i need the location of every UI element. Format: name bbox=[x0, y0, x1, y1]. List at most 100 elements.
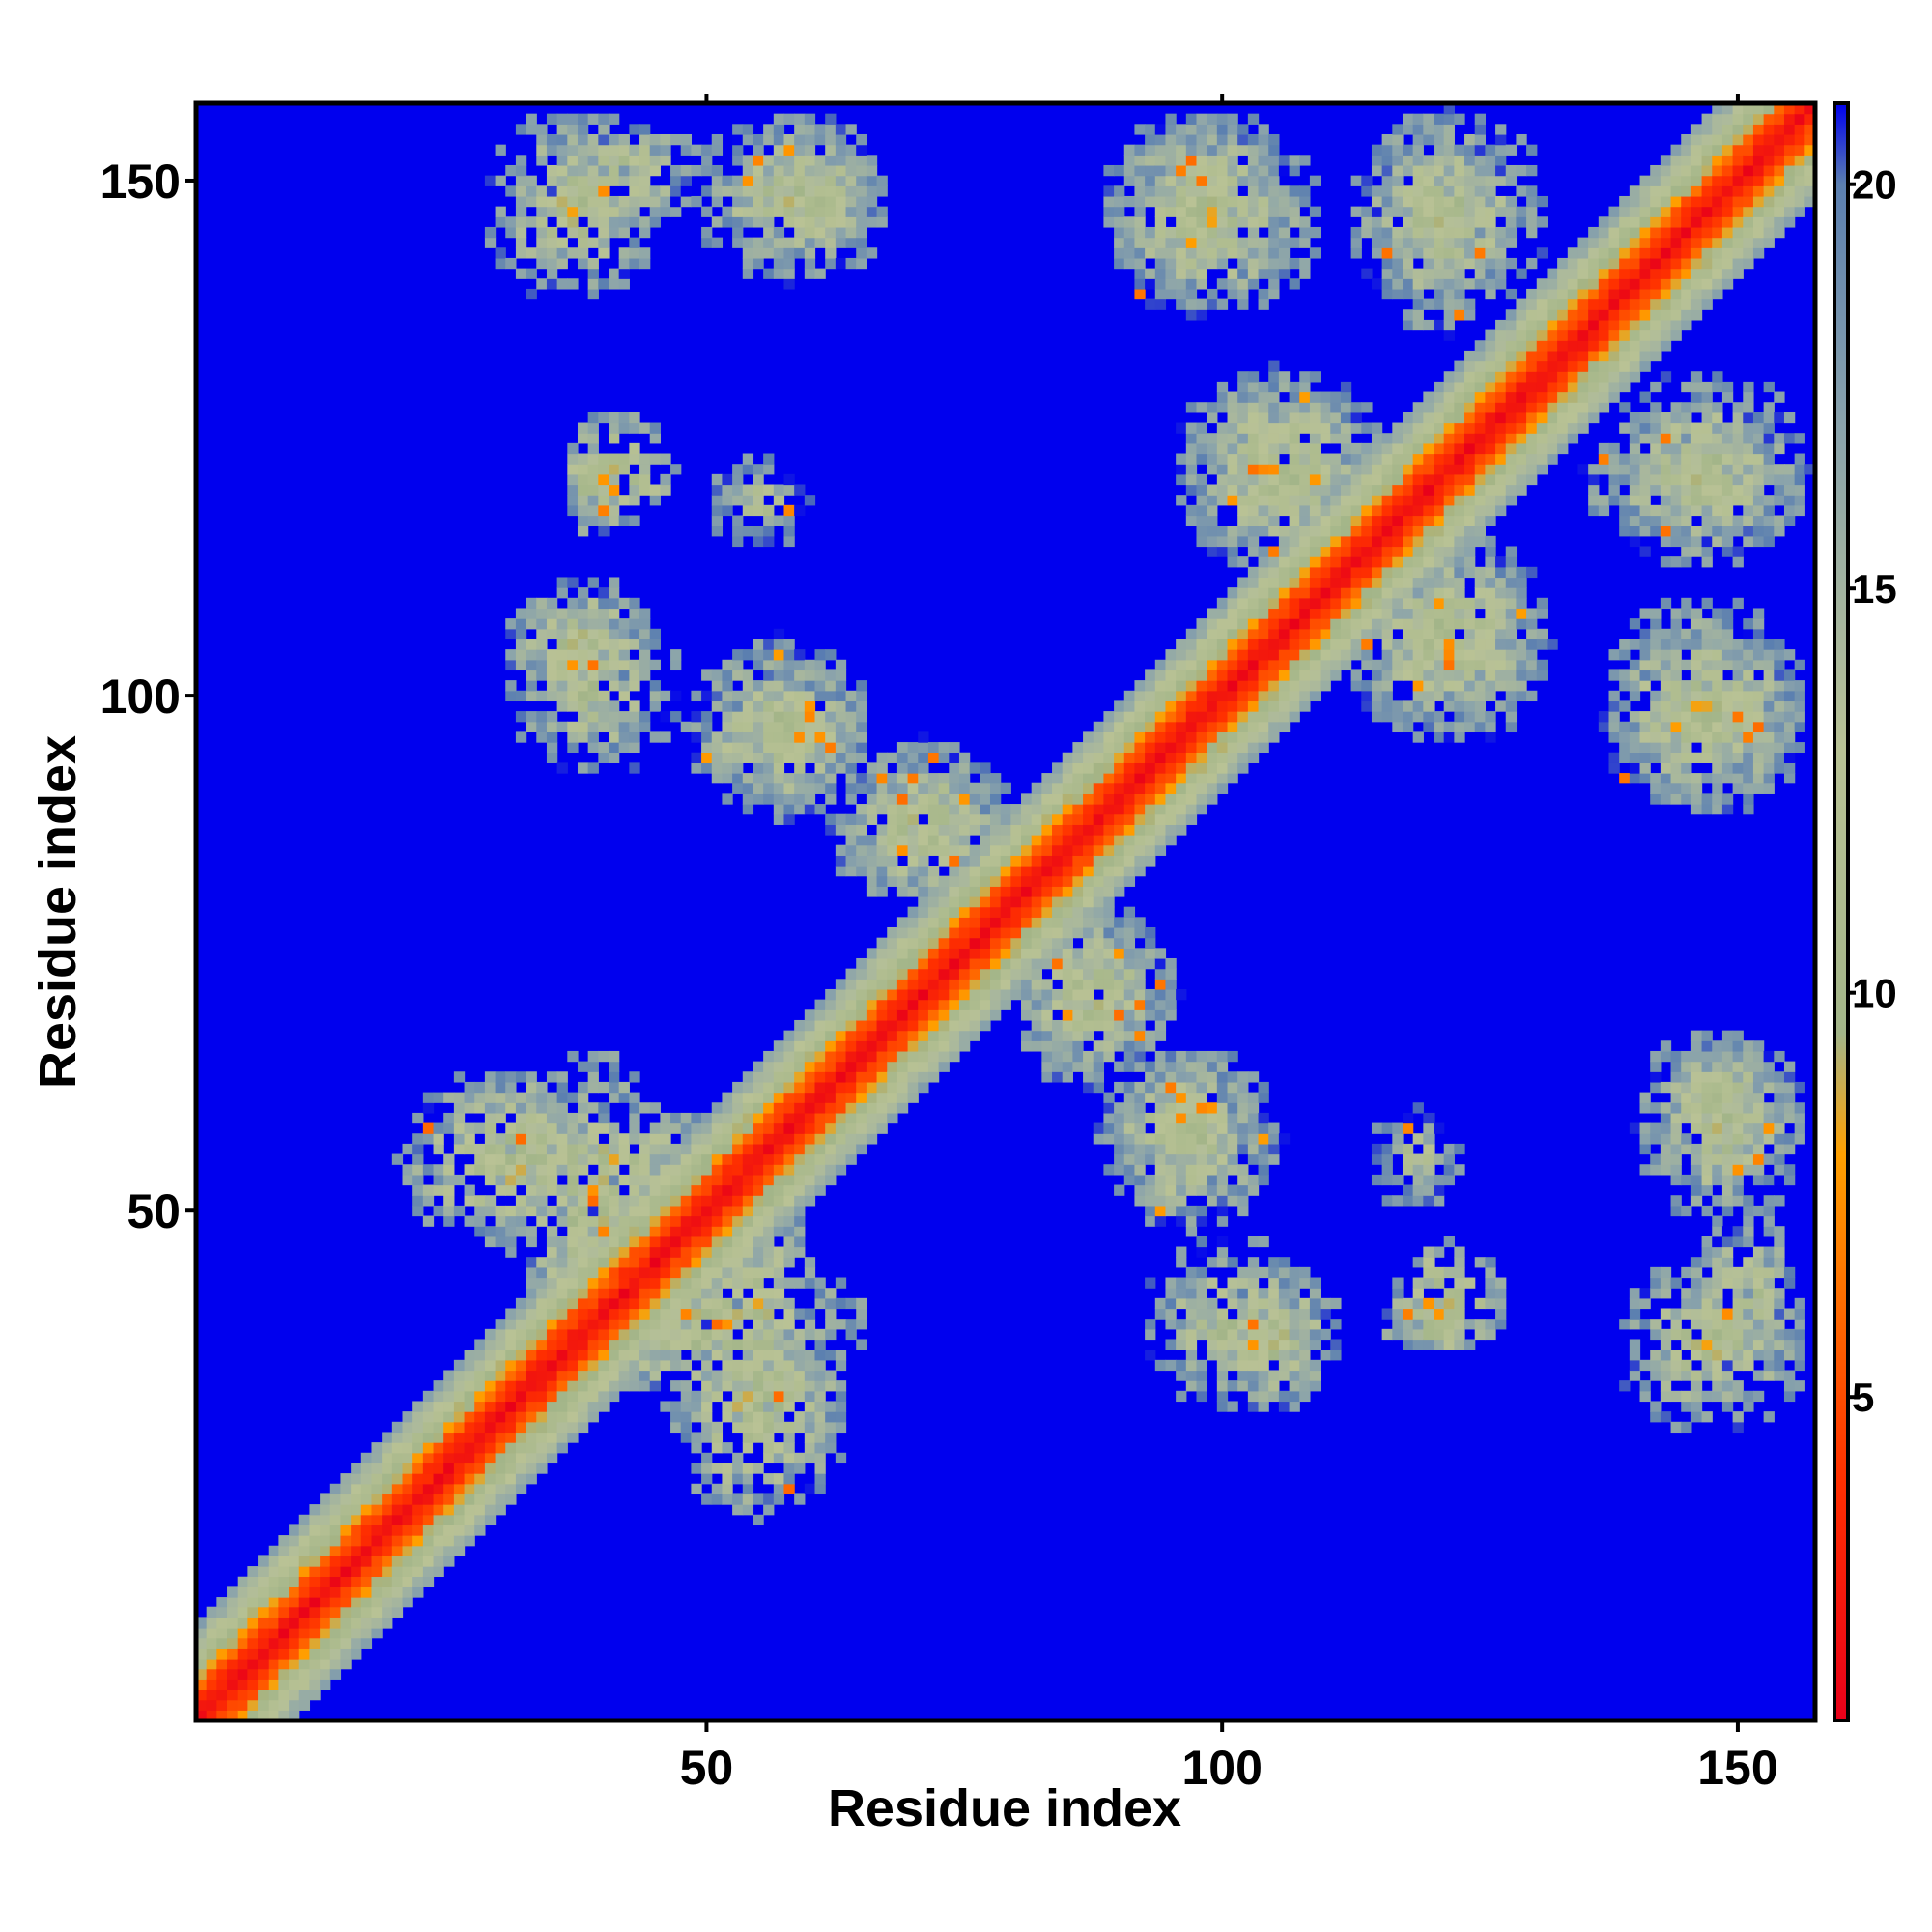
heatmap-cell bbox=[1247, 237, 1260, 248]
heatmap-cell bbox=[474, 1215, 486, 1227]
heatmap-cell bbox=[887, 979, 898, 990]
heatmap-cell bbox=[360, 1473, 373, 1485]
heatmap-cell bbox=[515, 618, 527, 630]
heatmap-cell bbox=[329, 1617, 342, 1629]
heatmap-cell bbox=[1031, 948, 1042, 959]
heatmap-cell bbox=[1237, 669, 1249, 681]
heatmap-cell bbox=[567, 278, 579, 290]
heatmap-cell bbox=[464, 1380, 475, 1392]
heatmap-cell bbox=[464, 1401, 475, 1412]
heatmap-cell bbox=[1145, 1030, 1156, 1041]
heatmap-cell bbox=[536, 608, 548, 619]
heatmap-cell bbox=[443, 1122, 455, 1134]
heatmap-cell bbox=[814, 1401, 826, 1412]
heatmap-cell bbox=[1340, 556, 1352, 568]
heatmap-cell bbox=[763, 504, 775, 517]
heatmap-cell bbox=[546, 1339, 558, 1350]
heatmap-cell bbox=[1021, 855, 1033, 867]
heatmap-cell bbox=[1093, 1040, 1105, 1052]
heatmap-cell bbox=[1237, 731, 1249, 743]
heatmap-cell bbox=[835, 1122, 847, 1134]
heatmap-cell bbox=[938, 742, 950, 753]
heatmap-cell bbox=[1227, 133, 1238, 146]
heatmap-cell bbox=[453, 1504, 466, 1516]
heatmap-cell bbox=[1134, 257, 1146, 270]
heatmap-cell bbox=[1247, 1370, 1260, 1381]
heatmap-cell bbox=[412, 1566, 424, 1577]
heatmap-cell bbox=[618, 216, 630, 228]
heatmap-cell bbox=[938, 855, 950, 867]
heatmap-cell bbox=[814, 216, 826, 228]
heatmap-cell bbox=[1185, 1164, 1198, 1176]
heatmap-cell bbox=[742, 752, 754, 763]
heatmap-cell bbox=[794, 1328, 806, 1341]
heatmap-cell bbox=[1371, 473, 1383, 486]
heatmap-cell bbox=[495, 1401, 506, 1412]
heatmap-cell bbox=[289, 1679, 300, 1690]
heatmap-cell bbox=[938, 957, 950, 970]
heatmap-cell bbox=[495, 1432, 506, 1443]
heatmap-cell bbox=[856, 1040, 867, 1052]
heatmap-cell bbox=[629, 1370, 640, 1381]
heatmap-cell bbox=[732, 669, 744, 681]
heatmap-cell bbox=[412, 1174, 424, 1186]
heatmap-cell bbox=[1134, 742, 1146, 753]
heatmap-cell bbox=[609, 412, 620, 424]
heatmap-cell bbox=[1154, 1050, 1167, 1063]
heatmap-cell bbox=[845, 1328, 857, 1341]
heatmap-cell bbox=[835, 144, 847, 156]
heatmap-cell bbox=[649, 1215, 661, 1227]
heatmap-cell bbox=[1123, 804, 1136, 815]
heatmap-cell bbox=[1176, 813, 1187, 825]
heatmap-cell bbox=[587, 608, 599, 619]
heatmap-cell bbox=[1123, 144, 1136, 156]
heatmap-cell bbox=[1165, 669, 1177, 681]
heatmap-cell bbox=[422, 1390, 435, 1403]
heatmap-cell bbox=[1247, 422, 1260, 434]
heatmap-cell bbox=[546, 628, 558, 640]
heatmap-cell bbox=[876, 206, 888, 217]
heatmap-cell bbox=[1247, 515, 1260, 526]
heatmap-cell bbox=[794, 762, 806, 774]
heatmap-cell bbox=[918, 957, 929, 970]
heatmap-cell bbox=[1216, 1174, 1229, 1186]
heatmap-cell bbox=[546, 1266, 558, 1279]
heatmap-cell bbox=[382, 1545, 393, 1556]
heatmap-cell bbox=[1258, 669, 1269, 681]
heatmap-cell bbox=[804, 669, 816, 681]
heatmap-cell bbox=[814, 175, 826, 186]
heatmap-cell bbox=[609, 453, 620, 465]
heatmap-cell bbox=[515, 1092, 527, 1103]
heatmap-cell bbox=[918, 896, 929, 908]
heatmap-cell bbox=[609, 1164, 620, 1176]
heatmap-cell bbox=[773, 1288, 785, 1299]
heatmap-cell bbox=[505, 1473, 517, 1485]
heatmap-cell bbox=[1237, 164, 1249, 177]
heatmap-cell bbox=[1227, 731, 1238, 743]
heatmap-cell bbox=[609, 195, 620, 208]
heatmap-cell bbox=[474, 1153, 486, 1165]
heatmap-cell bbox=[1093, 731, 1105, 743]
heatmap-cell bbox=[1165, 144, 1177, 156]
heatmap-cell bbox=[1103, 711, 1115, 723]
heatmap-cell bbox=[918, 793, 929, 805]
heatmap-cell bbox=[660, 1236, 671, 1248]
heatmap-cell bbox=[1145, 824, 1156, 836]
heatmap-cell bbox=[1258, 237, 1269, 248]
heatmap-cell bbox=[732, 1236, 744, 1248]
heatmap-cell bbox=[1196, 1205, 1208, 1217]
heatmap-cell bbox=[1083, 824, 1094, 836]
heatmap-cell bbox=[918, 773, 929, 784]
heatmap-cell bbox=[546, 1112, 558, 1124]
heatmap-cell bbox=[1052, 1019, 1064, 1032]
heatmap-cell bbox=[691, 752, 702, 763]
heatmap-cell bbox=[1196, 1380, 1208, 1392]
heatmap-cell bbox=[556, 278, 568, 290]
heatmap-cell bbox=[556, 133, 568, 146]
heatmap-cell bbox=[1010, 906, 1022, 918]
heatmap-cell bbox=[1371, 690, 1383, 702]
heatmap-cell bbox=[1176, 247, 1187, 259]
heatmap-cell bbox=[536, 1390, 548, 1403]
heatmap-cell bbox=[567, 1050, 579, 1063]
heatmap-cell bbox=[320, 1545, 331, 1556]
